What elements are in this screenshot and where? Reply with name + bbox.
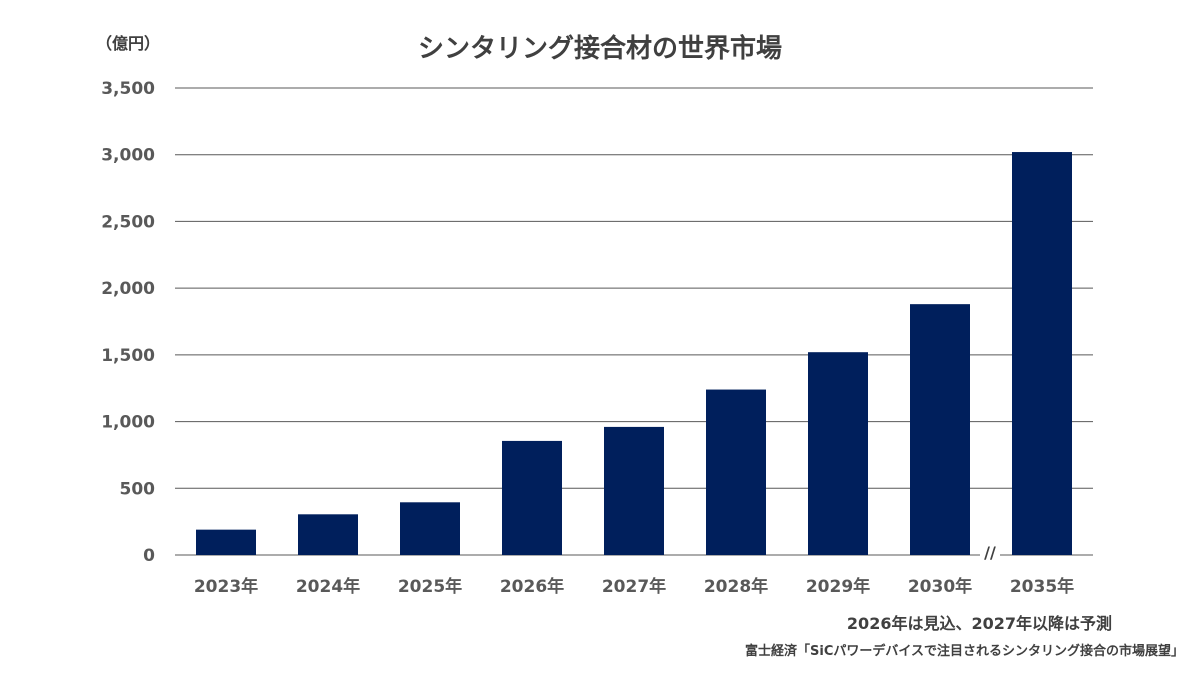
x-tick-label: 2024年 [296,576,360,597]
x-tick-label: 2027年 [602,576,666,597]
chart-title: シンタリング接合材の世界市場 [417,34,782,64]
bars [196,152,1072,555]
y-tick-label: 1,000 [101,413,155,433]
y-axis-unit-label: （億円） [96,34,161,53]
y-tick-label: 500 [120,479,156,499]
bar-2026年 [502,440,562,555]
y-tick-label: 3,500 [101,79,155,99]
x-tick-label: 2028年 [704,576,768,597]
y-tick-label: 1,500 [101,346,155,366]
x-tick-label: 2029年 [806,576,870,597]
source-credit: 富士経済「SiCパワーデバイスで注目されるシンタリング接合の市場展望」 [745,644,1184,659]
y-axis-ticks: 0 500 1,000 1,500 2,000 2,500 3,000 3,500 [101,79,155,566]
bar-2025年 [400,502,460,555]
axis-break-gap [980,552,1000,558]
y-tick-label: 2,000 [101,279,155,299]
bar-2024年 [298,514,358,555]
bar-2027年 [604,426,664,555]
x-tick-label: 2023年 [194,576,258,597]
forecast-note: 2026年は見込、2027年以降は予測 [846,614,1112,633]
x-tick-label: 2026年 [500,576,564,597]
y-tick-label: 3,000 [101,146,155,166]
x-tick-label: 2025年 [398,576,462,597]
x-tick-label: 2030年 [908,576,972,597]
bar-2035年 [1012,152,1072,555]
bar-2023年 [196,529,256,555]
y-tick-label: 0 [143,546,155,566]
y-tick-label: 2,500 [101,212,155,232]
bar-2030年 [910,304,970,555]
bar-2028年 [706,389,766,555]
x-axis-ticks: 2023年 2024年 2025年 2026年 2027年 2028年 2029年 2030年… [194,576,1074,597]
x-tick-label: 2035年 [1010,576,1074,597]
axis-break-marker: // [984,543,996,562]
bar-2029年 [808,352,868,555]
